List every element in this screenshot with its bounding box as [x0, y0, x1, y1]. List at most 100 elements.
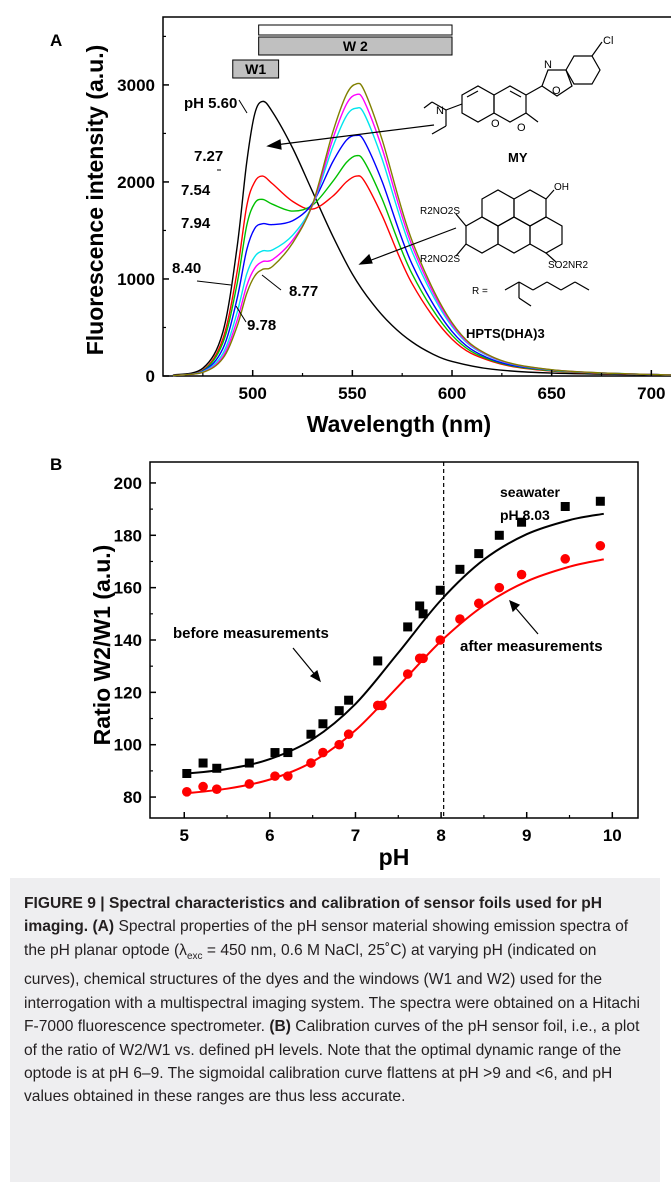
panel-b-plot: 5 6 7 8 9 10 80 100 120 140 160 180 200 — [114, 461, 639, 845]
data-point-before — [415, 601, 425, 611]
svg-text:N: N — [436, 105, 444, 117]
data-point-after — [418, 653, 428, 664]
my-structure — [423, 41, 603, 135]
data-point-before — [244, 758, 254, 768]
ph-label-pointers — [196, 99, 282, 323]
caption-a-text-1: Spectral properties of the pH sensor mat… — [24, 918, 629, 959]
figure-canvas: A W 2 W1 500 550 600 650 700 0 1000 2000 3000 Flu… — [50, 16, 671, 870]
panel-b-xlabel: pH — [379, 844, 410, 870]
data-point-before — [334, 706, 344, 716]
ph-label-7-27: 7.27 — [194, 148, 223, 165]
panel-b-ytick-label: 100 — [114, 736, 142, 755]
data-point-after — [211, 784, 222, 795]
data-point-after — [283, 771, 293, 781]
data-point-after — [182, 787, 192, 797]
data-point-after — [198, 781, 208, 792]
spectrum-curve-4 — [172, 106, 671, 377]
spectrum-curve-2 — [172, 154, 671, 377]
data-point-before — [517, 517, 527, 527]
data-point-before — [455, 564, 465, 574]
data-point-after — [334, 739, 345, 750]
panel-b-xtick-label: 9 — [522, 826, 531, 845]
figure-caption: FIGURE 9 | Spectral characteristics and … — [24, 892, 646, 1109]
data-point-before — [270, 748, 280, 758]
panel-a-label: A — [50, 31, 62, 50]
hpts-structure — [455, 189, 590, 307]
data-point-after — [435, 635, 446, 645]
data-point-after — [560, 554, 571, 564]
hpts-structure-atoms: OH R2NO2S R2NO2S SO2NR2 R = — [420, 182, 588, 297]
data-point-after — [473, 598, 484, 609]
data-point-before — [595, 496, 605, 506]
calibration-fit-1 — [184, 558, 605, 795]
data-point-after — [343, 729, 354, 740]
panel-b-xtick-label: 10 — [603, 826, 622, 845]
data-point-before — [435, 585, 445, 595]
data-point-before — [198, 758, 208, 768]
data-point-before — [182, 769, 192, 778]
data-point-after — [455, 614, 465, 624]
panel-a-xtick-label: 650 — [537, 384, 565, 403]
panel-a-frame — [162, 16, 671, 377]
spectrum-curve-0 — [172, 100, 671, 376]
window-w2-top-bar — [258, 24, 453, 36]
data-point-after — [318, 747, 328, 758]
ph-label-8-40: 8.40 — [172, 260, 201, 277]
panel-a-ytick-label: 3000 — [117, 76, 155, 95]
ph-label-9-78: 9.78 — [247, 317, 276, 334]
panel-b-ytick-label: 160 — [114, 579, 142, 598]
caption-a-sub: exc — [186, 950, 203, 962]
caption-title: FIGURE 9 | Spectral characteristics and … — [24, 895, 603, 936]
panel-a-ytick-label: 2000 — [117, 173, 155, 192]
svg-text:O: O — [517, 122, 526, 134]
caption-b-text: Calibration curves of the pH sensor foil… — [24, 1018, 640, 1106]
panel-a-ylabel: Fluorescence intensity (a.u.) — [82, 45, 108, 356]
data-point-before — [306, 729, 316, 739]
data-point-before — [283, 748, 293, 758]
ph-label-5-60: pH 5.60 — [184, 95, 237, 112]
panel-b-xtick-label: 7 — [351, 826, 360, 845]
spectrum-curve-1 — [172, 175, 671, 377]
window-w1-label: W1 — [245, 61, 266, 77]
data-point-after — [270, 771, 280, 781]
svg-text:O: O — [491, 118, 500, 130]
data-point-before — [403, 622, 413, 632]
my-cl-label: Cl — [603, 35, 613, 47]
panel-b-ylabel: Ratio W2/W1 (a.u.) — [89, 545, 115, 746]
data-point-before — [212, 763, 222, 773]
panel-a-xtick-label: 700 — [637, 384, 665, 403]
data-point-before — [560, 502, 570, 511]
structure-arrows — [266, 124, 457, 265]
hpts-oh: OH — [554, 182, 569, 193]
panel-b-ytick-label: 180 — [114, 526, 142, 545]
data-point-before — [418, 609, 428, 619]
my-label: MY — [508, 150, 528, 165]
data-point-after — [244, 779, 255, 789]
caption-a-text-2: = 450 nm, 0.6 M NaCl, 25˚C) at varying p… — [24, 941, 640, 1036]
panel-a-ytick-label: 0 — [146, 367, 155, 386]
series-label-arrows — [292, 599, 539, 683]
after-measurements-label: after measurements — [460, 638, 603, 655]
panel-a-ytick-label: 1000 — [117, 270, 155, 289]
hpts-r-equals: R = — [472, 286, 488, 297]
window-w2-bar — [258, 36, 453, 56]
data-point-after — [595, 540, 606, 551]
data-point-before — [474, 549, 484, 559]
data-point-after — [494, 582, 505, 593]
my-structure-atoms: N O O N O Cl — [436, 35, 613, 134]
hpts-r2no2s-bottom: R2NO2S — [420, 254, 460, 265]
svg-text:N: N — [544, 59, 552, 71]
before-measurements-label: before measurements — [173, 625, 329, 642]
panel-b-ytick-label: 120 — [114, 683, 142, 702]
seawater-label-line2: pH 8.03 — [500, 507, 550, 523]
svg-text:O: O — [552, 85, 561, 97]
data-point-before — [318, 719, 328, 729]
panel-a-xtick-label: 600 — [438, 384, 466, 403]
data-point-before — [494, 530, 504, 540]
caption-a-label: (A) — [92, 918, 115, 936]
panel-a-plot: W 2 W1 500 550 600 650 700 0 1000 2000 3000 — [117, 16, 671, 403]
seawater-label-line1: seawater — [500, 484, 560, 500]
spectrum-curve-3 — [172, 134, 671, 377]
spectrum-curve-6 — [172, 82, 671, 377]
ph-label-8-77: 8.77 — [289, 283, 318, 300]
